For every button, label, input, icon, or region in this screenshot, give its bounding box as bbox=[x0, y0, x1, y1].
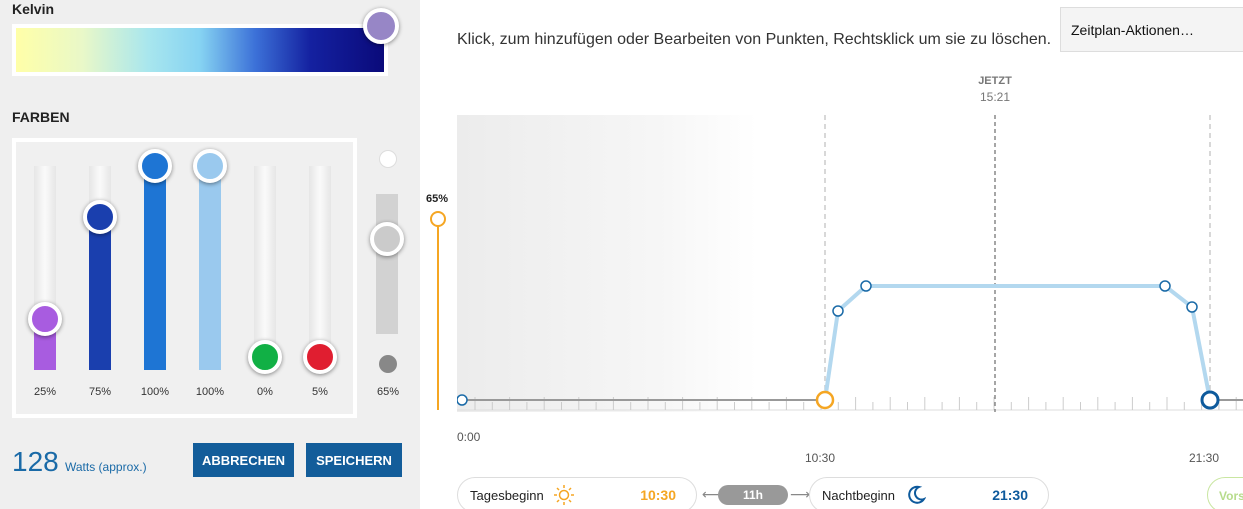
day-start-pill[interactable]: Tagesbeginn 10:30 bbox=[457, 477, 697, 509]
intensity-line bbox=[437, 222, 439, 410]
kelvin-slider[interactable] bbox=[12, 24, 388, 76]
channel-slider-violet[interactable] bbox=[28, 166, 62, 370]
kelvin-gradient-track[interactable] bbox=[16, 28, 384, 72]
light-settings-panel: Kelvin FARBEN 25% 75% 100% 100% 0% 5% 65… bbox=[0, 0, 420, 509]
channel-knob-green[interactable] bbox=[248, 340, 282, 374]
power-unit: Watts (approx.) bbox=[65, 460, 147, 474]
now-time: 15:21 bbox=[979, 90, 1011, 104]
intensity-knob[interactable] bbox=[430, 211, 446, 227]
cancel-button[interactable]: ABBRECHEN bbox=[193, 443, 294, 477]
kelvin-title: Kelvin bbox=[12, 1, 55, 17]
curve-point bbox=[1159, 280, 1171, 292]
channel-slider-green[interactable] bbox=[248, 166, 282, 374]
intensity-label: 65% bbox=[426, 193, 449, 205]
kelvin-slider-knob[interactable] bbox=[363, 8, 399, 44]
channel-fill-royal-blue bbox=[89, 217, 111, 370]
moon-icon bbox=[906, 485, 927, 509]
channel-slider-blue[interactable] bbox=[138, 149, 172, 370]
schedule-chart-canvas[interactable] bbox=[457, 115, 1243, 412]
channel-slider-light-blue[interactable] bbox=[193, 149, 227, 370]
night-start-time[interactable]: 21:30 bbox=[992, 487, 1028, 503]
night-start-pill[interactable]: Nachtbeginn 21:30 bbox=[809, 477, 1049, 509]
master-min-dot[interactable] bbox=[379, 355, 397, 373]
curve-point bbox=[1186, 301, 1198, 313]
master-brightness-percent: 65% bbox=[376, 386, 400, 398]
night-start-point bbox=[1200, 390, 1220, 410]
channel-knob-royal-blue[interactable] bbox=[83, 200, 117, 234]
master-max-dot[interactable] bbox=[379, 150, 397, 168]
duration-badge: 11h bbox=[718, 485, 788, 505]
channel-knob-blue[interactable] bbox=[138, 149, 172, 183]
colors-title: FARBEN bbox=[12, 109, 70, 125]
save-button[interactable]: SPEICHERN bbox=[306, 443, 402, 477]
channel-percent-red: 5% bbox=[312, 386, 328, 398]
night-start-label: Nachtbeginn bbox=[822, 488, 895, 503]
channel-knob-light-blue[interactable] bbox=[193, 149, 227, 183]
arrow-left-icon: ⟵ bbox=[702, 486, 723, 502]
now-label: JETZT bbox=[978, 75, 1012, 87]
curve-point bbox=[860, 280, 872, 292]
sun-icon bbox=[553, 484, 575, 509]
channel-percent-violet: 25% bbox=[33, 386, 57, 398]
channel-knob-red[interactable] bbox=[303, 340, 337, 374]
schedule-chart[interactable] bbox=[457, 115, 1243, 412]
channel-slider-red[interactable] bbox=[303, 166, 337, 374]
arrow-right-icon: ⟶ bbox=[790, 486, 811, 502]
time-ticks bbox=[474, 397, 1237, 410]
color-channels-inner bbox=[16, 142, 353, 414]
channel-fill-blue bbox=[144, 166, 166, 370]
channel-percent-green: 0% bbox=[257, 386, 273, 398]
curve-point bbox=[832, 305, 844, 317]
time-label-night-start: 21:30 bbox=[1189, 451, 1220, 465]
color-channels-box bbox=[12, 138, 357, 418]
curve-point-start bbox=[457, 394, 468, 406]
master-brightness-knob[interactable] bbox=[370, 222, 404, 256]
channel-percent-blue: 100% bbox=[140, 386, 170, 398]
channel-percent-royal-blue: 75% bbox=[88, 386, 112, 398]
channel-knob-violet[interactable] bbox=[28, 302, 62, 336]
master-brightness-slider[interactable] bbox=[376, 194, 398, 334]
day-start-label: Tagesbeginn bbox=[470, 488, 544, 503]
day-curve bbox=[823, 284, 1212, 401]
schedule-actions-dropdown[interactable]: Zeitplan-Aktionen… bbox=[1060, 7, 1243, 52]
day-start-point bbox=[815, 390, 835, 410]
preview-button[interactable]: Vors bbox=[1207, 477, 1243, 509]
power-value: 128 bbox=[12, 446, 59, 477]
channel-fill-light-blue bbox=[199, 166, 221, 370]
time-label-start: 0:00 bbox=[457, 430, 481, 444]
time-label-day-start: 10:30 bbox=[805, 451, 836, 465]
channel-slider-royal-blue[interactable] bbox=[83, 166, 117, 370]
channel-percent-light-blue: 100% bbox=[195, 386, 225, 398]
day-start-time[interactable]: 10:30 bbox=[640, 487, 676, 503]
schedule-instruction: Klick, zum hinzufügen oder Bearbeiten vo… bbox=[457, 31, 1052, 48]
